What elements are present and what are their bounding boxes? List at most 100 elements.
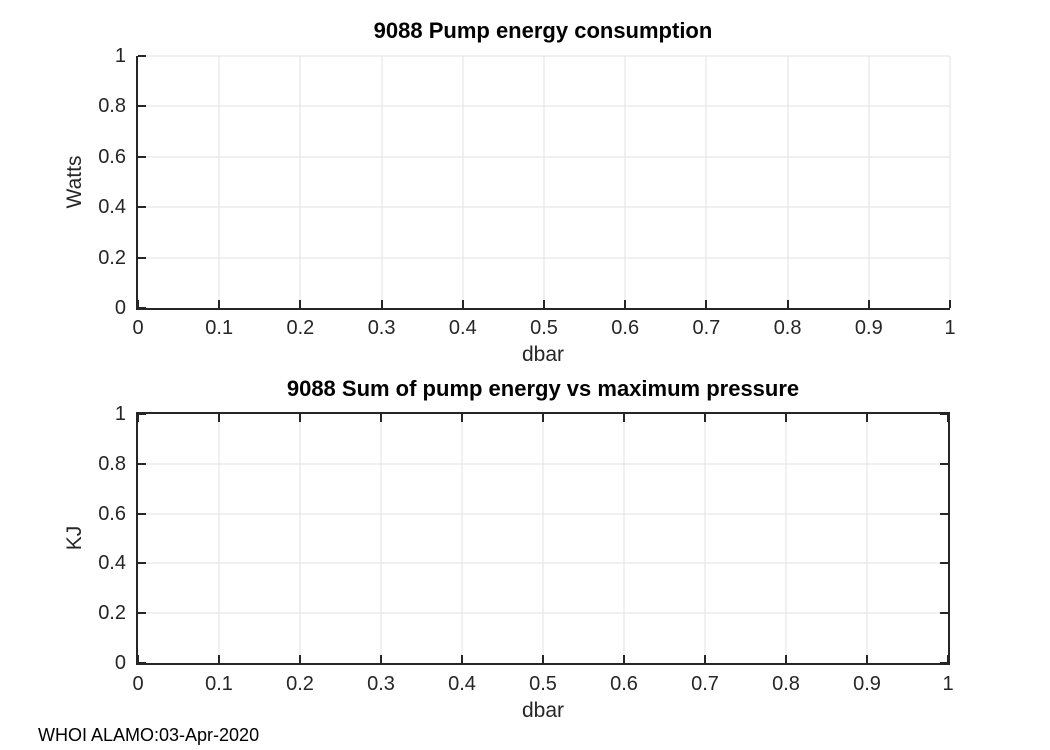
tick-mark bbox=[940, 562, 948, 565]
gridline bbox=[138, 156, 950, 158]
plot-area bbox=[136, 55, 951, 310]
tick-mark bbox=[940, 612, 948, 615]
tick-mark bbox=[138, 413, 146, 415]
tick-mark bbox=[940, 413, 948, 415]
tick-mark bbox=[623, 655, 625, 663]
tick-mark bbox=[704, 414, 706, 422]
y-axis-label: KJ bbox=[63, 525, 86, 551]
tick-mark bbox=[138, 307, 146, 309]
x-tick-label: 0.6 bbox=[610, 673, 638, 695]
x-tick-label: 0.1 bbox=[205, 317, 234, 339]
x-tick-label: 0.3 bbox=[367, 673, 395, 695]
y-axis-label: Watts bbox=[63, 155, 86, 209]
tick-mark bbox=[940, 462, 948, 465]
x-tick-label: 1 bbox=[944, 317, 956, 339]
gridline bbox=[543, 56, 545, 308]
tick-mark bbox=[867, 300, 870, 308]
gridline bbox=[218, 414, 220, 663]
tick-mark bbox=[949, 300, 951, 308]
tick-mark bbox=[137, 300, 139, 308]
x-tick-label: 0.1 bbox=[205, 673, 233, 695]
tick-mark bbox=[138, 462, 146, 465]
tick-mark bbox=[947, 655, 949, 663]
y-tick-label: 1 bbox=[114, 403, 126, 425]
gridline bbox=[138, 562, 948, 564]
tick-mark bbox=[138, 55, 146, 57]
gridline bbox=[462, 56, 464, 308]
gridline bbox=[380, 414, 382, 663]
chart-title: 9088 Pump energy consumption bbox=[373, 18, 713, 43]
y-tick-label: 0.2 bbox=[98, 602, 126, 625]
y-tick-label: 0.6 bbox=[98, 145, 126, 168]
gridline bbox=[868, 56, 870, 308]
gridline bbox=[624, 56, 626, 308]
plot-area bbox=[136, 412, 950, 665]
y-tick-label: 1 bbox=[114, 45, 126, 67]
y-tick-label: 0 bbox=[114, 297, 126, 319]
tick-mark bbox=[138, 206, 146, 209]
gridline bbox=[704, 414, 706, 663]
x-tick-label: 0.2 bbox=[286, 673, 314, 695]
x-tick-label: 0.8 bbox=[772, 673, 800, 695]
tick-mark bbox=[218, 655, 220, 663]
x-tick-label: 0.9 bbox=[853, 673, 881, 695]
tick-mark bbox=[138, 612, 146, 615]
x-tick-label: 0 bbox=[132, 317, 144, 339]
tick-mark bbox=[138, 662, 146, 664]
tick-mark bbox=[624, 300, 627, 308]
y-tick-label: 0.4 bbox=[98, 552, 126, 575]
tick-mark bbox=[786, 300, 789, 308]
gridline bbox=[138, 513, 948, 515]
gridline bbox=[138, 463, 948, 465]
gridline bbox=[542, 414, 544, 663]
tick-mark bbox=[138, 105, 146, 108]
gridline bbox=[299, 56, 301, 308]
gridline bbox=[787, 56, 789, 308]
y-tick-label: 0.4 bbox=[98, 196, 126, 219]
tick-mark bbox=[866, 655, 868, 663]
tick-mark bbox=[380, 300, 383, 308]
tick-mark bbox=[866, 414, 868, 422]
tick-mark bbox=[947, 414, 949, 422]
x-tick-label: 0.3 bbox=[367, 317, 396, 339]
x-tick-label: 0.9 bbox=[854, 317, 883, 339]
x-tick-label: 0.5 bbox=[530, 317, 558, 339]
gridline bbox=[381, 56, 383, 308]
chart-title: 9088 Sum of pump energy vs maximum press… bbox=[286, 376, 800, 401]
gridline bbox=[218, 56, 220, 308]
tick-mark bbox=[138, 155, 146, 158]
tick-mark bbox=[461, 414, 463, 422]
gridline bbox=[461, 414, 463, 663]
x-tick-label: 0.4 bbox=[448, 317, 477, 339]
y-tick-label: 0.8 bbox=[98, 452, 126, 475]
gridline bbox=[138, 612, 948, 614]
tick-mark bbox=[785, 414, 787, 422]
x-tick-label: 1 bbox=[942, 673, 954, 695]
tick-mark bbox=[940, 662, 948, 664]
gridline bbox=[138, 206, 950, 208]
gridline bbox=[705, 56, 707, 308]
y-tick-label: 0.2 bbox=[98, 246, 126, 269]
tick-mark bbox=[137, 414, 139, 422]
x-axis-label: dbar bbox=[521, 343, 565, 366]
tick-mark bbox=[543, 300, 545, 308]
x-tick-label: 0.7 bbox=[691, 673, 719, 695]
tick-mark bbox=[299, 655, 301, 663]
x-tick-label: 0.5 bbox=[529, 673, 557, 695]
x-tick-label: 0.6 bbox=[611, 317, 640, 339]
tick-mark bbox=[138, 256, 146, 259]
x-axis-label: dbar bbox=[521, 699, 565, 722]
tick-mark bbox=[542, 655, 544, 663]
gridline bbox=[299, 414, 301, 663]
tick-mark bbox=[218, 300, 221, 308]
tick-mark bbox=[380, 655, 382, 663]
x-tick-label: 0.7 bbox=[692, 317, 721, 339]
gridline bbox=[785, 414, 787, 663]
